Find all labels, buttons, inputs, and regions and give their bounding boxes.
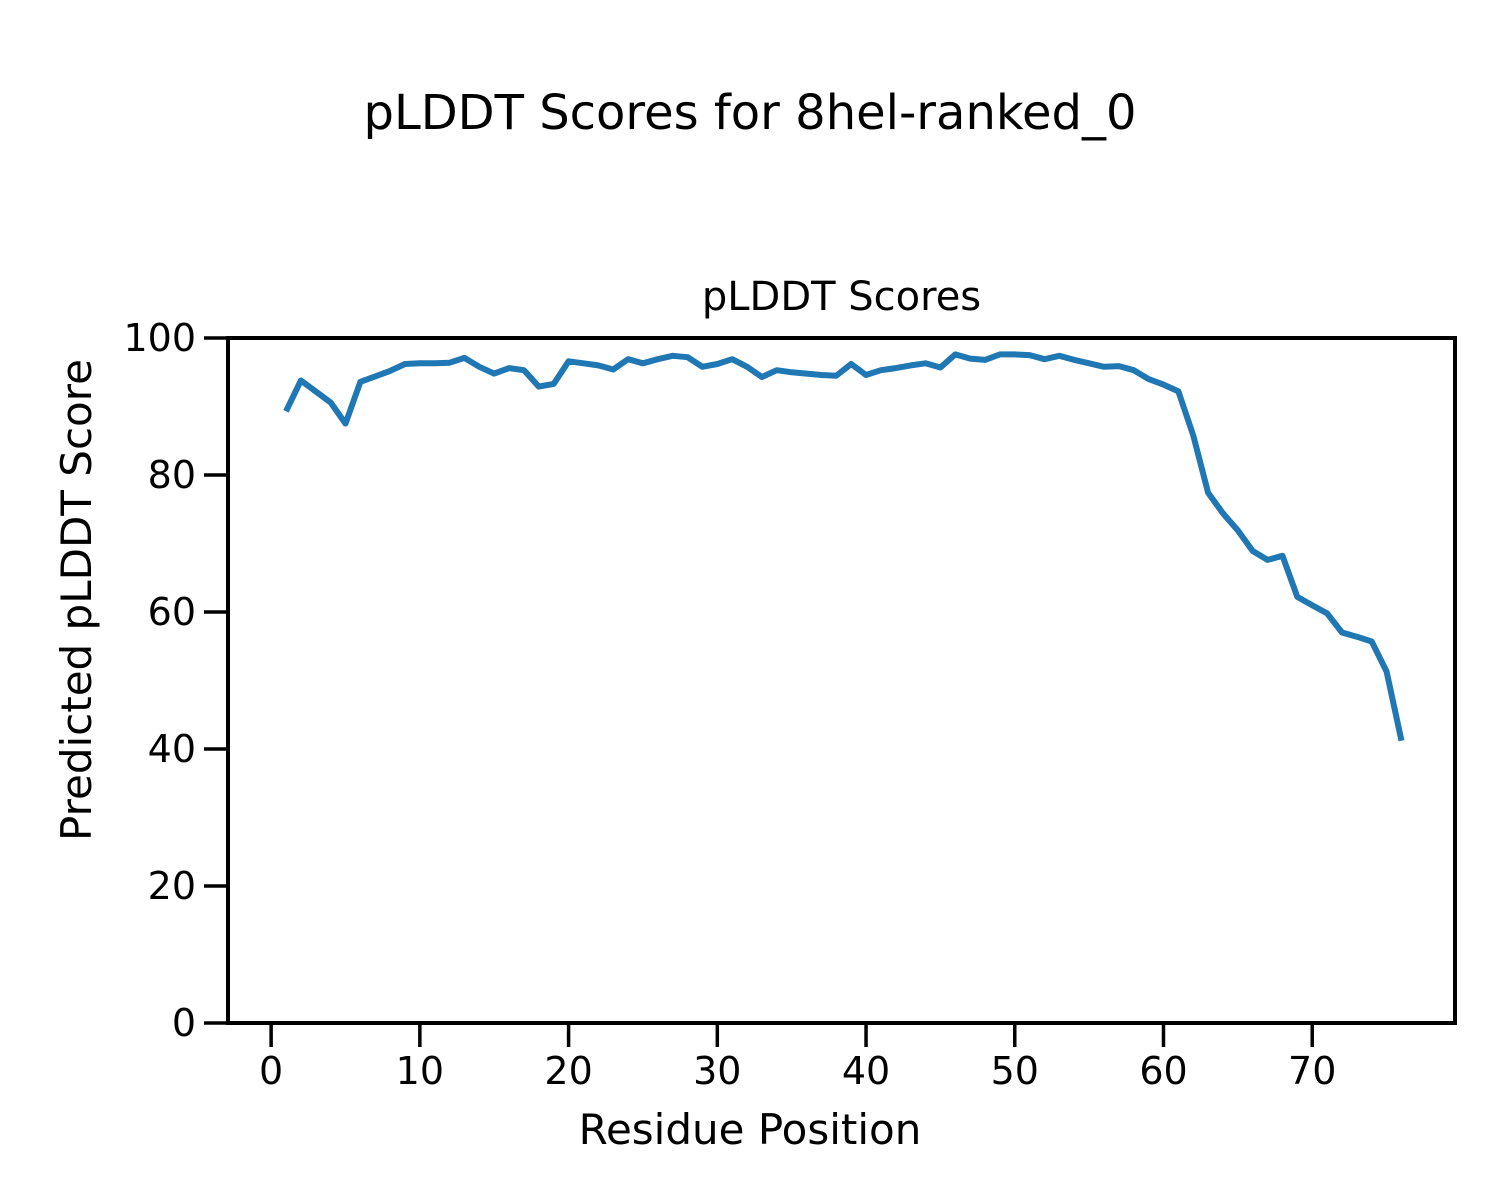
y-tick-label: 20 — [148, 864, 196, 908]
x-axis-label: Residue Position — [578, 1105, 922, 1154]
axes-title: pLDDT Scores — [701, 274, 982, 320]
y-tick-label: 0 — [172, 1001, 196, 1045]
axes-frame — [226, 336, 1457, 1025]
x-tick-label: 40 — [842, 1049, 890, 1093]
x-tick-label: 70 — [1288, 1049, 1336, 1093]
y-tick-label: 60 — [148, 590, 196, 634]
y-tick-label: 80 — [148, 453, 196, 497]
x-tick-label: 10 — [396, 1049, 444, 1093]
plddt-line — [283, 351, 1405, 742]
y-tick-label: 40 — [148, 727, 196, 771]
x-tick-label: 20 — [544, 1049, 592, 1093]
x-tick-label: 60 — [1139, 1049, 1187, 1093]
x-tick-label: 30 — [693, 1049, 741, 1093]
y-tick-label: 100 — [123, 316, 196, 360]
x-tick-label: 0 — [259, 1049, 283, 1093]
x-tick-label: 50 — [991, 1049, 1039, 1093]
figure-suptitle: pLDDT Scores for 8hel-ranked_0 — [363, 85, 1137, 141]
